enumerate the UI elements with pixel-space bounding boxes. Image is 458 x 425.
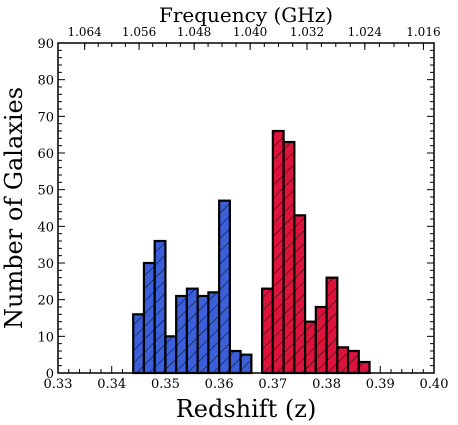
bar-s0-b10	[239, 353, 253, 375]
y-tick-label: 90	[37, 37, 54, 52]
bar-s0-b2	[153, 239, 167, 375]
top-tick-label: 1.064	[67, 25, 102, 39]
bar-s1-b0	[261, 287, 274, 375]
x-tick-label: 0.36	[205, 377, 234, 392]
bar-s1-b3	[293, 214, 307, 375]
y-tick-label: 50	[37, 184, 54, 199]
top-tick-label: 1.040	[233, 25, 267, 39]
x-axis-title: Redshift (z)	[176, 395, 317, 423]
bar-s0-b7	[207, 291, 221, 375]
plot-frame	[57, 42, 435, 374]
y-tick-label: 80	[37, 74, 54, 89]
y-axis-title: Number of Galaxies	[0, 87, 28, 329]
top-axis-title: Frequency (GHz)	[159, 3, 333, 27]
bar-s1-b5	[314, 305, 328, 375]
x-tick-label: 0.39	[366, 377, 395, 392]
bar-s1-b7	[336, 346, 350, 375]
histogram-bars	[132, 129, 371, 375]
y-tick-label: 0	[46, 367, 54, 382]
axis-ticks	[57, 42, 435, 374]
bar-s0-b3	[164, 335, 178, 375]
bar-s0-b6	[196, 294, 210, 375]
bar-s0-b1	[142, 261, 156, 375]
bar-s0-b9	[228, 349, 242, 375]
top-tick-label: 1.048	[177, 25, 211, 39]
y-tick-label: 40	[37, 220, 54, 235]
top-tick-label: 1.016	[406, 25, 440, 39]
x-tick-label: 0.37	[258, 377, 287, 392]
bar-s0-b5	[185, 287, 199, 375]
bar-s1-b1	[271, 129, 285, 375]
bar-s1-b6	[325, 276, 339, 375]
bar-s1-b9	[357, 360, 371, 375]
bar-s1-b8	[346, 349, 360, 375]
bar-s0-b0	[132, 313, 146, 375]
y-tick-label: 60	[37, 147, 54, 162]
top-tick-label: 1.056	[122, 25, 156, 39]
bar-s1-b4	[303, 320, 317, 375]
y-tick-label: 70	[37, 110, 54, 125]
bar-s0-b4	[175, 294, 189, 375]
y-tick-label: 20	[37, 294, 54, 309]
tick-labels: 0.33 0.34 0.35 0.36 0.37 0.38 0.39 0.40 0 10 20 30 4…	[37, 25, 448, 392]
x-tick-label: 0.40	[420, 377, 449, 392]
bar-s0-b8	[218, 199, 231, 375]
y-tick-label: 30	[37, 257, 54, 272]
x-tick-label: 0.34	[97, 377, 126, 392]
top-tick-label: 1.032	[290, 25, 324, 39]
x-tick-label: 0.35	[151, 377, 180, 392]
top-tick-label: 1.024	[348, 25, 383, 39]
x-tick-label: 0.33	[44, 377, 73, 392]
x-tick-label: 0.38	[312, 377, 341, 392]
y-tick-label: 10	[37, 330, 54, 345]
bar-s1-b2	[282, 140, 296, 375]
